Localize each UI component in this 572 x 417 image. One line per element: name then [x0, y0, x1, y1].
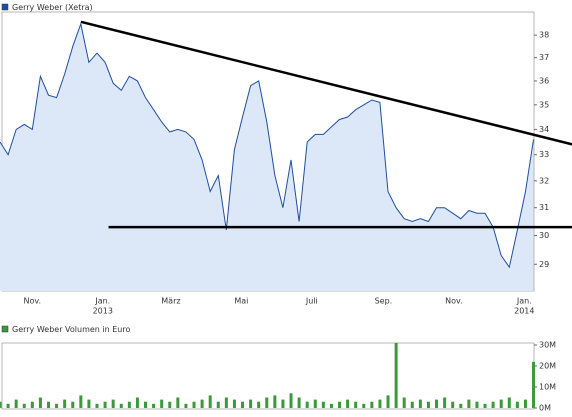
volume-bar [257, 401, 261, 408]
volume-bar [152, 403, 156, 408]
volume-bar [87, 399, 91, 408]
volume-bar [418, 399, 422, 408]
volume-bar [30, 401, 34, 408]
y-tick-label: 35 [539, 100, 549, 109]
volume-bar [241, 401, 245, 408]
volume-bar [435, 399, 439, 408]
volume-bar [532, 361, 536, 408]
volume-bar [160, 399, 164, 408]
volume-bar [135, 397, 139, 408]
x-tick-label: Jan. [516, 297, 532, 306]
y-tick-label: 36 [539, 76, 549, 85]
volume-bar [523, 399, 527, 408]
y-tick-label: 30M [539, 341, 556, 350]
x-tick-label: Mai [234, 297, 248, 306]
volume-bar [95, 403, 99, 408]
volume-bar [127, 401, 131, 408]
volume-bar [265, 397, 269, 408]
volume-bar [144, 401, 148, 408]
volume-bar [354, 401, 358, 408]
volume-bar [232, 399, 236, 408]
y-tick-label: 0M [539, 404, 551, 413]
legend-swatch [1, 3, 9, 11]
volume-bar [515, 401, 519, 408]
x-tick-sublabel: 2013 [93, 307, 113, 316]
y-tick-label: 32 [539, 176, 549, 185]
volume-bar [313, 399, 317, 408]
x-tick-label: Nov. [24, 297, 42, 306]
volume-bar [14, 399, 18, 408]
trendline [80, 20, 572, 146]
x-tick-label: März [161, 297, 180, 306]
y-tick-label: 33 [539, 150, 549, 159]
volume-bar [79, 395, 83, 408]
volume-bar [426, 401, 430, 408]
volume-bar [200, 399, 204, 408]
y-tick-label: 34 [539, 125, 549, 134]
y-tick-label: 38 [539, 31, 549, 40]
price-area [0, 24, 534, 291]
volume-bar [216, 401, 220, 408]
volume-bar [289, 393, 293, 408]
volume-bar [370, 401, 374, 408]
volume-bar [297, 397, 301, 408]
volume-bar [499, 399, 503, 408]
volume-bar [184, 403, 188, 408]
x-tick-label: Nov. [445, 297, 463, 306]
y-tick-label: 10M [539, 383, 556, 392]
x-tick-label: Jan. [94, 297, 110, 306]
volume-bar [119, 403, 123, 408]
volume-bar [0, 401, 2, 408]
volume-bar [55, 403, 59, 408]
volume-bar [47, 401, 51, 408]
volume-bar [249, 399, 253, 408]
volume-bar [402, 397, 406, 408]
volume-bar [71, 401, 75, 408]
volume-bar [63, 399, 67, 408]
volume-bar [321, 401, 325, 408]
volume-bar [451, 401, 455, 408]
volume-title: Gerry Weber Volumen in Euro [12, 325, 130, 334]
volume-bar [305, 401, 309, 408]
volume-bar [459, 403, 463, 408]
volume-bar [103, 401, 107, 408]
volume-bar [467, 399, 471, 408]
volume-bar [346, 399, 350, 408]
volume-bar [394, 342, 398, 408]
volume-bar [386, 395, 390, 408]
volume-bar [362, 403, 366, 408]
volume-bar [38, 397, 42, 408]
volume-bar [329, 403, 333, 408]
volume-bar [6, 403, 10, 408]
volume-bar [192, 401, 196, 408]
x-tick-label: Juli [305, 297, 318, 306]
volume-bar [491, 401, 495, 408]
volume-bar [507, 397, 511, 408]
y-tick-label: 31 [539, 203, 549, 212]
volume-bar [111, 399, 115, 408]
volume-bar [281, 399, 285, 408]
y-tick-label: 37 [539, 53, 549, 62]
volume-bar [378, 399, 382, 408]
volume-bar [410, 401, 414, 408]
volume-bar [176, 397, 180, 408]
volume-bar [338, 401, 342, 408]
volume-bar [483, 403, 487, 408]
volume-bar [208, 395, 212, 408]
volume-bar [224, 397, 228, 408]
x-tick-sublabel: 2014 [514, 307, 534, 316]
price-line [0, 22, 534, 269]
volume-bar [168, 401, 172, 408]
volume-bar [22, 403, 26, 408]
legend-swatch [1, 325, 9, 333]
x-tick-label: Sep. [375, 297, 393, 306]
y-tick-label: 20M [539, 362, 556, 371]
y-tick-label: 29 [539, 260, 549, 269]
volume-bar [475, 401, 479, 408]
legend-label: Gerry Weber (Xetra) [12, 3, 93, 12]
y-tick-label: 30 [539, 231, 549, 240]
volume-bar [443, 397, 447, 408]
volume-bar [273, 395, 277, 408]
